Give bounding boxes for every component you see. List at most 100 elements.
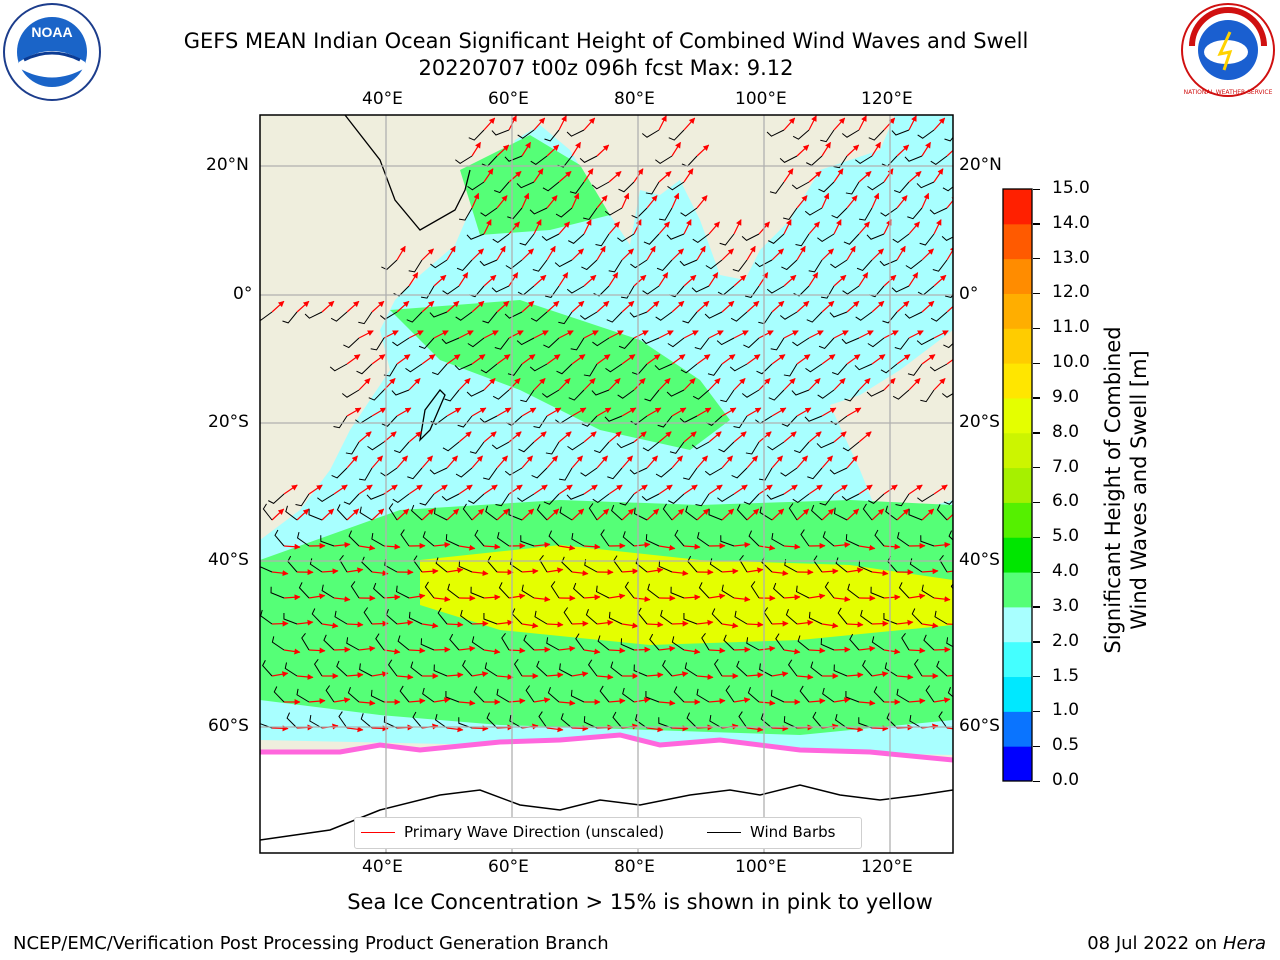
wind-barb (496, 688, 510, 703)
wave-direction-arrow (796, 144, 810, 157)
wind-barb (843, 233, 860, 245)
wind-barb (747, 687, 760, 703)
wave-direction-arrow (271, 725, 289, 732)
wind-barb (460, 609, 473, 625)
wind-barb (520, 389, 535, 403)
wave-direction-arrow (633, 596, 651, 603)
lon-label-top: 40°E (362, 89, 403, 109)
wind-barb (658, 560, 673, 573)
wave-direction-arrow (633, 431, 647, 443)
wind-barb (804, 207, 823, 216)
wind-barb (867, 181, 885, 191)
wind-barb (667, 337, 685, 348)
wind-barb (810, 661, 823, 677)
wind-barb (607, 467, 623, 480)
wind-barb (920, 535, 935, 547)
wave-direction-arrow (771, 570, 789, 577)
wind-barb (792, 493, 810, 504)
wind-barb (284, 662, 298, 677)
wind-barb (657, 415, 673, 428)
wind-barb (794, 441, 810, 454)
wind-barb (695, 493, 710, 507)
wave-direction-arrow (783, 484, 798, 495)
wind-barb (936, 660, 948, 677)
wind-barb (741, 233, 760, 241)
wind-barb (916, 181, 935, 189)
wave-direction-arrow (796, 245, 806, 261)
lon-label-top: 100°E (735, 89, 787, 109)
wind-barb (930, 311, 948, 322)
wave-direction-arrow (608, 484, 623, 495)
wind-barb (580, 467, 598, 477)
colorbar-tick-mark (1033, 606, 1040, 608)
wave-direction-arrow (658, 484, 673, 495)
wind-barb (669, 441, 685, 454)
wave-direction-arrow (271, 300, 285, 313)
wave-direction-arrow (471, 141, 481, 157)
wave-direction-arrow (346, 621, 364, 628)
wind-barb (818, 337, 835, 349)
wave-direction-arrow (508, 484, 523, 495)
wave-direction-arrow (396, 407, 412, 417)
wind-barb (339, 554, 348, 573)
wave-direction-arrow (471, 248, 484, 261)
lon-label-top: 60°E (488, 89, 529, 109)
colorbar-tick-label: 0.5 (1052, 735, 1080, 756)
wave-direction-arrow (546, 567, 564, 574)
wave-direction-arrow (533, 431, 547, 443)
wind-barb (920, 389, 935, 403)
wind-barb (611, 504, 623, 521)
wind-barb (756, 363, 773, 375)
wave-direction-arrow (771, 354, 786, 365)
legend-black-line (707, 831, 741, 833)
wave-direction-arrow (533, 697, 551, 704)
wave-direction-arrow (446, 407, 462, 417)
wave-direction-arrow (533, 219, 542, 235)
wave-direction-arrow (521, 192, 530, 209)
wind-barb (541, 233, 560, 241)
wind-barb (558, 467, 573, 481)
wind-barb (612, 711, 623, 729)
wind-barb (424, 581, 435, 599)
wind-barb (271, 636, 285, 651)
wave-direction-arrow (633, 484, 648, 495)
sea-ice-caption: Sea Ice Concentration > 15% is shown in … (347, 890, 933, 914)
wave-direction-arrow (371, 620, 389, 627)
wind-barb (494, 337, 510, 350)
wave-direction-arrow (533, 330, 549, 339)
wind-barb (434, 714, 448, 729)
wind-barb (429, 467, 448, 475)
wave-direction-arrow (521, 354, 536, 365)
wind-barb (779, 155, 798, 163)
wind-barb (358, 311, 373, 325)
wind-barb (447, 583, 460, 599)
wind-barb (593, 285, 610, 297)
wave-direction-arrow (896, 619, 914, 626)
colorbar-tick-mark (1033, 397, 1040, 399)
wind-barb (862, 660, 873, 677)
wave-direction-arrow (858, 544, 876, 551)
wind-barb (831, 207, 848, 219)
wave-direction-arrow (483, 219, 492, 235)
wave-direction-arrow (421, 568, 439, 575)
wind-barb (948, 530, 953, 541)
wind-barb (633, 664, 648, 677)
wave-direction-arrow (358, 431, 372, 443)
wind-barb (368, 389, 385, 401)
wave-direction-arrow (408, 330, 424, 339)
wave-direction-arrow (908, 330, 924, 339)
wind-barb (880, 207, 898, 217)
wind-barb (641, 493, 660, 501)
wind-barb (387, 659, 398, 677)
wind-barb (595, 233, 610, 247)
wave-direction-arrow (396, 300, 410, 313)
wave-direction-arrow (783, 168, 794, 183)
wind-barb (909, 714, 923, 729)
wind-barb (858, 207, 873, 221)
wave-direction-arrow (471, 354, 486, 365)
wave-direction-arrow (471, 570, 489, 577)
wind-barb (600, 529, 610, 547)
wind-barb (333, 415, 348, 429)
wave-direction-arrow (883, 594, 901, 601)
wind-barb (950, 583, 953, 590)
